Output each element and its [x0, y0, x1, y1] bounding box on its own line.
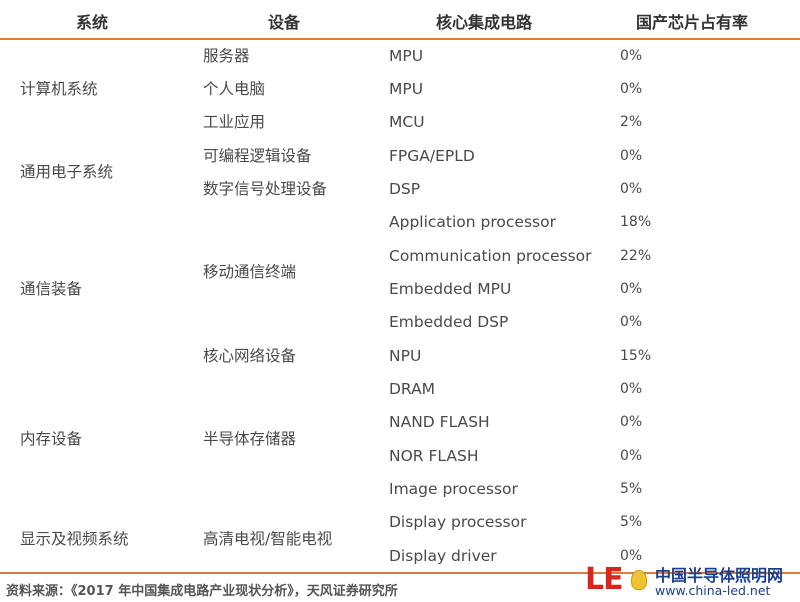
device-programmable-logic: 可编程逻辑设备 — [203, 147, 312, 165]
header-device: 设备 — [268, 13, 301, 32]
logo-url: www.china-led.net — [655, 583, 771, 598]
logo-mark: LE — [585, 562, 624, 597]
table-bottom-rule — [0, 572, 800, 574]
share-cell: 0% — [620, 148, 643, 164]
share-cell: 15% — [620, 348, 652, 364]
ic-cell: Application processor — [389, 213, 556, 231]
ic-cell: Image processor — [389, 480, 518, 498]
system-communication: 通信装备 — [20, 280, 83, 298]
header-system: 系统 — [76, 13, 109, 32]
share-cell: 0% — [620, 414, 643, 430]
ic-cell: NAND FLASH — [389, 413, 490, 431]
device-industrial: 工业应用 — [203, 113, 266, 131]
share-cell: 0% — [620, 448, 643, 464]
system-memory: 内存设备 — [20, 430, 83, 448]
ic-cell: Display processor — [389, 513, 527, 531]
ic-cell: FPGA/EPLD — [389, 147, 475, 165]
ic-cell: Display driver — [389, 547, 497, 565]
share-cell: 0% — [620, 81, 643, 97]
share-cell: 2% — [620, 114, 643, 130]
share-cell: 0% — [620, 381, 643, 397]
share-cell: 0% — [620, 314, 643, 330]
share-cell: 0% — [620, 548, 643, 564]
device-server: 服务器 — [203, 47, 250, 65]
share-cell: 22% — [620, 248, 652, 264]
header-domestic-share: 国产芯片占有率 — [636, 13, 749, 32]
site-logo: LE 中国半导体照明网 www.china-led.net — [585, 558, 800, 602]
ic-cell: Embedded MPU — [389, 280, 512, 298]
device-core-network: 核心网络设备 — [203, 347, 297, 365]
share-cell: 18% — [620, 214, 652, 230]
device-hd-smart-tv: 高清电视/智能电视 — [203, 530, 333, 548]
device-semiconductor-memory: 半导体存储器 — [203, 430, 297, 448]
ic-cell: MPU — [389, 47, 424, 65]
system-general-electronics: 通用电子系统 — [20, 163, 114, 181]
share-cell: 0% — [620, 281, 643, 297]
table-header: 系统 设备 核心集成电路 国产芯片占有率 — [0, 0, 800, 40]
ic-cell: NPU — [389, 347, 422, 365]
header-core-ic: 核心集成电路 — [436, 13, 533, 32]
source-note: 资料来源：《2017 年中国集成电路产业现状分析》，天风证券研究所 — [6, 584, 398, 599]
ic-cell: Communication processor — [389, 247, 592, 265]
bulb-icon — [631, 570, 647, 590]
system-display-video: 显示及视频系统 — [20, 530, 129, 548]
share-cell: 5% — [620, 514, 643, 530]
system-computer: 计算机系统 — [20, 80, 98, 98]
share-cell: 0% — [620, 181, 643, 197]
ic-cell: Embedded DSP — [389, 313, 509, 331]
device-mobile-terminal: 移动通信终端 — [203, 263, 297, 281]
share-cell: 0% — [620, 48, 643, 64]
share-cell: 5% — [620, 481, 643, 497]
logo-name: 中国半导体照明网 — [655, 566, 784, 585]
ic-cell: DRAM — [389, 380, 436, 398]
ic-cell: NOR FLASH — [389, 447, 479, 465]
device-dsp: 数字信号处理设备 — [203, 180, 328, 198]
ic-cell: MCU — [389, 113, 425, 131]
ic-cell: MPU — [389, 80, 424, 98]
ic-cell: DSP — [389, 180, 421, 198]
device-pc: 个人电脑 — [203, 80, 266, 98]
